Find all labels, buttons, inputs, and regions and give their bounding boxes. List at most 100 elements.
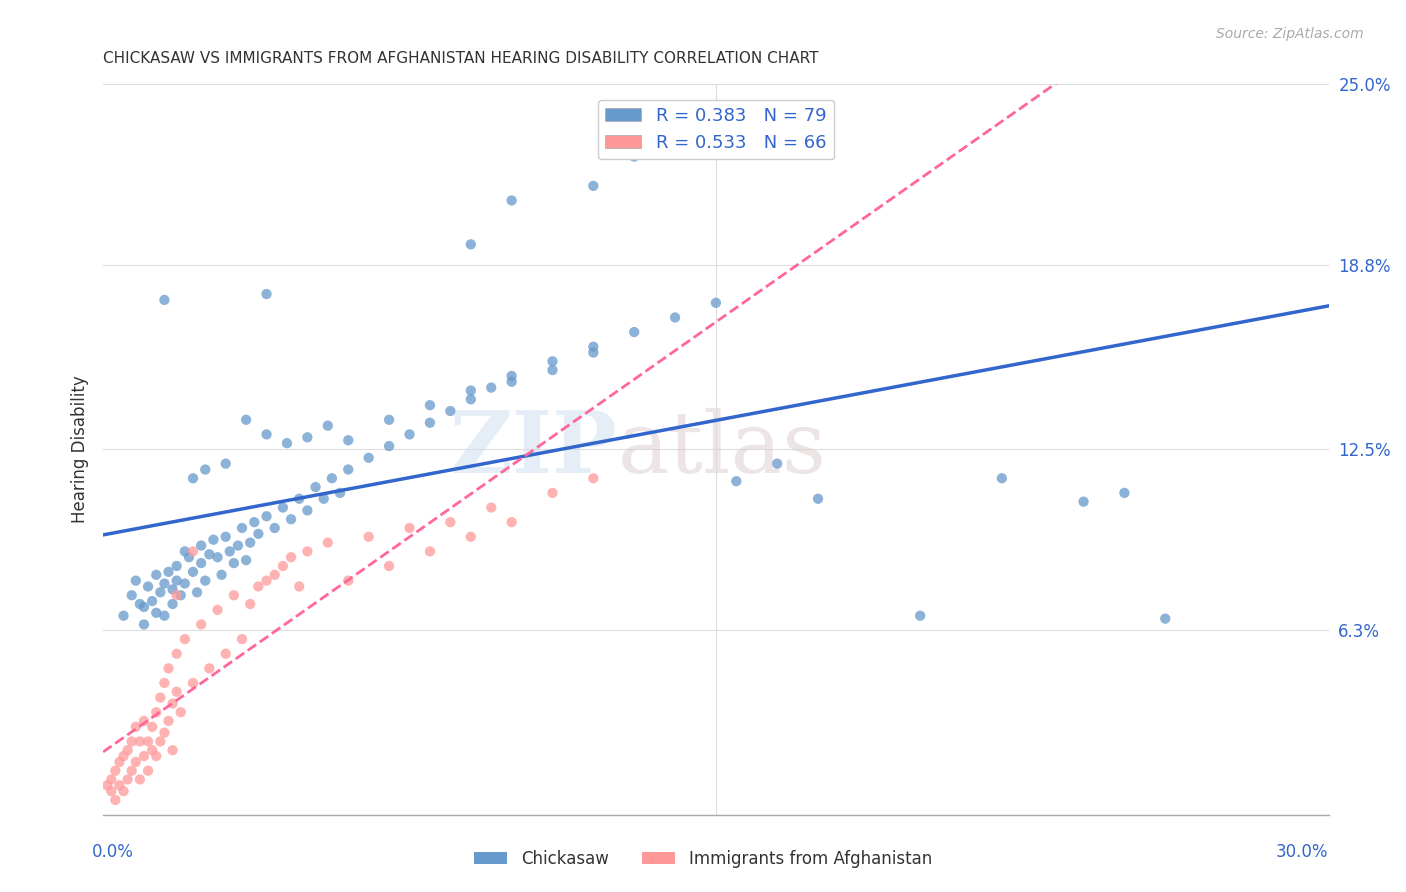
Point xyxy=(263,567,285,582)
Point xyxy=(125,755,148,769)
Point xyxy=(162,597,184,611)
Point xyxy=(337,462,360,476)
Point xyxy=(170,588,193,602)
Point xyxy=(112,608,135,623)
Point xyxy=(173,576,195,591)
Point xyxy=(479,500,502,515)
Point xyxy=(181,544,204,558)
Point xyxy=(157,714,180,728)
Point xyxy=(460,530,482,544)
Point xyxy=(582,471,605,485)
Point xyxy=(125,574,148,588)
Point xyxy=(357,530,380,544)
Point xyxy=(145,567,167,582)
Point xyxy=(226,539,249,553)
Point xyxy=(207,550,229,565)
Legend: R = 0.383   N = 79, R = 0.533   N = 66: R = 0.383 N = 79, R = 0.533 N = 66 xyxy=(598,100,834,160)
Point xyxy=(501,368,523,383)
Point xyxy=(288,491,311,506)
Point xyxy=(766,457,789,471)
Point xyxy=(398,521,420,535)
Point xyxy=(132,617,155,632)
Point xyxy=(316,535,339,549)
Point xyxy=(501,515,523,529)
Text: 30.0%: 30.0% xyxy=(1277,843,1329,861)
Point xyxy=(222,588,245,602)
Point xyxy=(149,690,172,705)
Text: ZIP: ZIP xyxy=(450,407,617,491)
Point xyxy=(1114,486,1136,500)
Point xyxy=(100,772,122,787)
Point xyxy=(153,293,176,307)
Point xyxy=(149,585,172,599)
Legend: Chickasaw, Immigrants from Afghanistan: Chickasaw, Immigrants from Afghanistan xyxy=(467,844,939,875)
Point xyxy=(256,427,278,442)
Point xyxy=(807,491,830,506)
Point xyxy=(170,705,193,719)
Point xyxy=(337,574,360,588)
Point xyxy=(460,392,482,407)
Point xyxy=(280,512,302,526)
Point xyxy=(398,427,420,442)
Point xyxy=(304,480,326,494)
Point xyxy=(256,509,278,524)
Point xyxy=(541,363,564,377)
Point xyxy=(378,413,401,427)
Point xyxy=(211,567,233,582)
Point xyxy=(157,661,180,675)
Point xyxy=(582,178,605,193)
Point xyxy=(541,486,564,500)
Point xyxy=(256,287,278,301)
Point xyxy=(312,491,335,506)
Point xyxy=(231,632,253,646)
Point xyxy=(117,772,139,787)
Point xyxy=(198,547,221,561)
Point xyxy=(132,714,155,728)
Point xyxy=(162,697,184,711)
Text: 0.0%: 0.0% xyxy=(91,843,134,861)
Point xyxy=(239,535,262,549)
Point xyxy=(271,559,294,574)
Point xyxy=(166,647,188,661)
Point xyxy=(104,764,127,778)
Point xyxy=(153,725,176,739)
Point xyxy=(297,503,319,517)
Text: Source: ZipAtlas.com: Source: ZipAtlas.com xyxy=(1216,27,1364,41)
Point xyxy=(231,521,253,535)
Point xyxy=(541,354,564,368)
Point xyxy=(177,550,200,565)
Point xyxy=(215,647,238,661)
Point xyxy=(112,784,135,798)
Point xyxy=(243,515,266,529)
Point xyxy=(125,720,148,734)
Point xyxy=(136,734,159,748)
Point xyxy=(276,436,298,450)
Point xyxy=(141,743,163,757)
Point xyxy=(419,416,441,430)
Point xyxy=(1154,612,1177,626)
Point xyxy=(239,597,262,611)
Point xyxy=(991,471,1014,485)
Point xyxy=(100,784,122,798)
Point xyxy=(96,778,118,792)
Point xyxy=(128,734,150,748)
Point xyxy=(136,764,159,778)
Point xyxy=(280,550,302,565)
Point xyxy=(166,588,188,602)
Point xyxy=(117,743,139,757)
Point xyxy=(479,381,502,395)
Point xyxy=(235,553,257,567)
Point xyxy=(378,559,401,574)
Y-axis label: Hearing Disability: Hearing Disability xyxy=(72,376,89,523)
Point xyxy=(419,544,441,558)
Point xyxy=(256,574,278,588)
Point xyxy=(460,384,482,398)
Point xyxy=(128,772,150,787)
Point xyxy=(297,430,319,444)
Point xyxy=(337,434,360,448)
Point xyxy=(1073,494,1095,508)
Point xyxy=(104,793,127,807)
Point xyxy=(235,413,257,427)
Point xyxy=(166,574,188,588)
Point xyxy=(908,608,931,623)
